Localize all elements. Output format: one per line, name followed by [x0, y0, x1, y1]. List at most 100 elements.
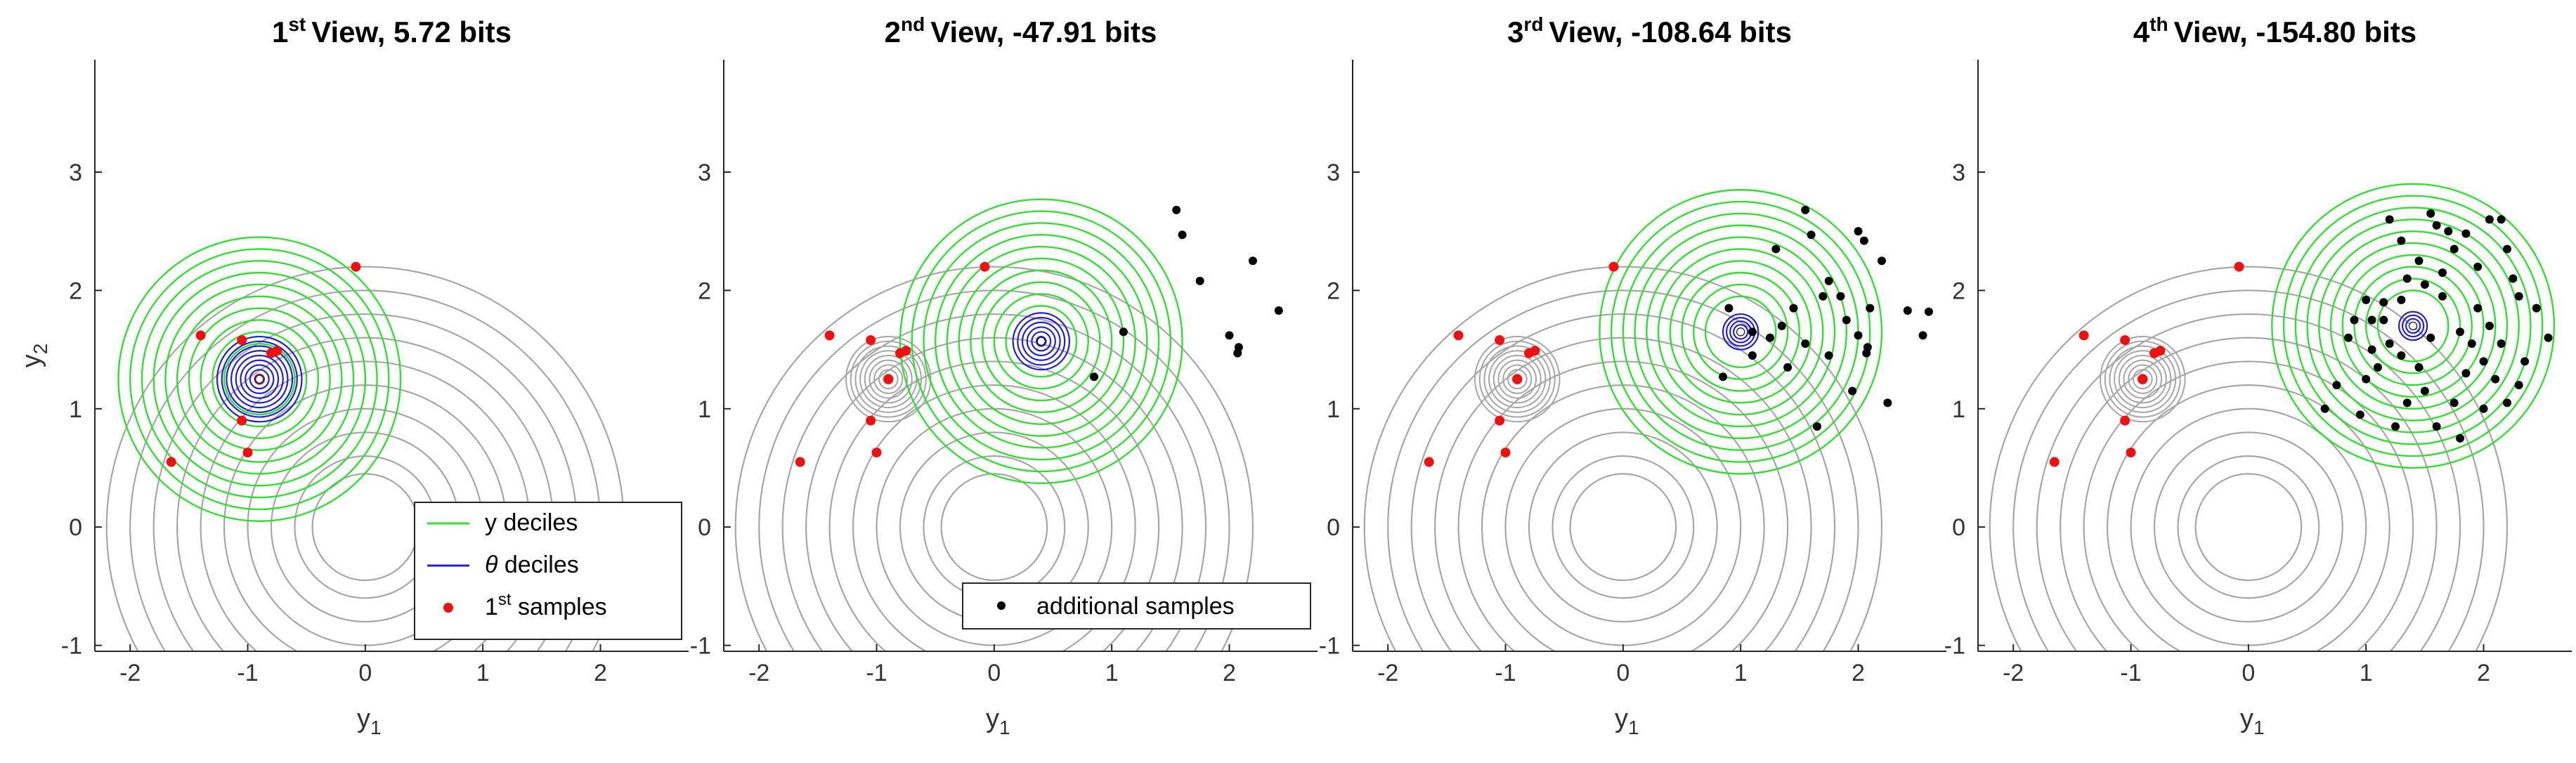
y-decile-contours-ring-8	[141, 260, 378, 499]
x-tick-label: 2	[2477, 660, 2490, 686]
y-decile-contours-ring-7	[934, 234, 1148, 449]
posterior-mean-marker	[1736, 327, 1745, 337]
additional-sample-point	[2520, 357, 2530, 366]
prior-grey-contours-ring-5	[1492, 355, 1542, 404]
additional-sample-point	[1090, 372, 1099, 382]
additional-sample-point	[1724, 304, 1733, 313]
y-tick-label: 2	[1952, 278, 1965, 304]
grey-contours-ring-1	[2194, 473, 2303, 582]
y-tick-label: 3	[1327, 159, 1340, 186]
additional-sample-point	[1918, 331, 1927, 340]
y-tick-label: -1	[690, 633, 711, 660]
y-tick-label: 0	[1327, 514, 1340, 541]
legend-label-superscript: st	[498, 590, 512, 609]
theta-decile-contours-ring-2	[1733, 324, 1749, 340]
additional-sample-point	[1824, 351, 1833, 360]
theta-decile-contours-ring-9	[216, 335, 303, 423]
first-sample-point	[795, 457, 805, 467]
additional-sample-point	[2544, 333, 2553, 342]
additional-sample-point	[1903, 306, 1912, 315]
x-tick-label: 1	[1105, 660, 1119, 686]
legend-theta-symbol: θ	[485, 552, 498, 578]
additional-sample-point	[1248, 256, 1257, 266]
first-sample-point	[166, 457, 176, 467]
first-samples	[1424, 261, 1619, 467]
x-tick-label: 1	[476, 660, 490, 686]
y-decile-contours-ring-9	[911, 210, 1172, 473]
additional-sample-point	[2397, 351, 2406, 360]
legend-first-samples-swatch	[443, 603, 453, 613]
y-tick-label: 3	[1952, 159, 1965, 186]
y-decile-contours-ring-7	[152, 271, 367, 487]
first-sample-point	[866, 415, 876, 426]
y-decile-contours-ring-9	[2282, 195, 2544, 457]
legend-box	[962, 582, 1311, 630]
additional-sample-point	[1274, 306, 1283, 315]
first-sample-point	[824, 330, 835, 341]
additional-samples	[1719, 205, 1933, 431]
y-decile-contours-ring-2	[993, 293, 1089, 390]
x-axis-label-base: y	[986, 704, 999, 733]
prior-grey-contours-ring-8	[2104, 340, 2181, 418]
additional-sample-point	[2367, 315, 2376, 325]
legend-label-text: deciles	[497, 552, 578, 578]
y-decile-contours-ring-8	[923, 222, 1160, 461]
additional-sample-point	[2402, 398, 2412, 407]
additional-sample-point	[2414, 256, 2424, 266]
additional-sample-point	[1225, 331, 1234, 340]
theta-decile-contours-ring-4	[1021, 321, 1061, 361]
additional-sample-point	[2379, 298, 2388, 307]
first-sample-point	[2126, 448, 2136, 458]
legend-additional-samples-swatch	[997, 601, 1006, 610]
y-decile-contours-ring-9	[1610, 200, 1871, 463]
x-tick-label: 1	[2360, 660, 2373, 686]
y-decile-contours	[2271, 183, 2556, 469]
grey-contours-ring-5	[1481, 384, 1765, 651]
theta-decile-contours-ring-3	[2401, 314, 2425, 338]
grey-contours-ring-9	[1387, 289, 1859, 651]
additional-samples	[1090, 205, 1283, 382]
additional-sample-point	[2461, 369, 2471, 378]
grey-contours-ring-4	[2130, 407, 2367, 646]
first-sample-point	[1453, 330, 1464, 341]
x-tick-label: -1	[237, 660, 258, 686]
grey-contours-ring-2	[2177, 455, 2320, 599]
legend-entry-label: 1st samples	[485, 590, 607, 620]
prior-grey-contours-ring-9	[2100, 336, 2186, 423]
first-sample-point	[871, 448, 882, 458]
theta-decile-contours-ring-6	[1012, 312, 1071, 371]
y-decile-contours-ring-8	[2294, 207, 2532, 445]
additional-sample-point	[1783, 363, 1793, 372]
additional-sample-point	[1866, 304, 1875, 313]
additional-sample-point	[2355, 410, 2364, 419]
additional-sample-point	[2438, 292, 2447, 301]
chart-title: 1st View, 5.72 bits	[272, 13, 512, 48]
additional-sample-point	[1766, 333, 1775, 342]
additional-sample-point	[1801, 339, 1810, 348]
chart-title: 4th View, -154.80 bits	[2133, 13, 2416, 48]
additional-sample-point	[2473, 304, 2483, 313]
prior-grey-contours-ring-4	[2123, 359, 2163, 399]
prior-grey-contours-ring-5	[864, 355, 913, 404]
y-decile-contours-ring-9	[129, 248, 390, 511]
y-decile-contours-ring-3	[981, 281, 1101, 402]
additional-sample-point	[2414, 363, 2424, 372]
additional-sample-point	[2432, 221, 2441, 230]
additional-sample-point	[2479, 357, 2488, 366]
title-ordinal-suffix: st	[288, 13, 306, 35]
legend-label-text: samples	[512, 594, 607, 620]
y-tick-label: -1	[1944, 633, 1965, 660]
additional-sample-point	[2350, 315, 2359, 325]
y-decile-contours-ring-2	[1693, 283, 1789, 380]
grey-contours-ring-3	[2153, 431, 2343, 622]
y-decile-contours-ring-1	[223, 342, 296, 416]
first-sample-point	[195, 330, 206, 341]
x-axis-label: y1	[2240, 704, 2265, 738]
additional-sample-point	[1883, 398, 1892, 407]
title-ordinal-number: 1	[272, 15, 288, 48]
additional-sample-point	[1119, 327, 1128, 337]
y-decile-contours-ring-1	[1005, 305, 1078, 378]
grey-contours-ring-6	[1457, 360, 1789, 651]
